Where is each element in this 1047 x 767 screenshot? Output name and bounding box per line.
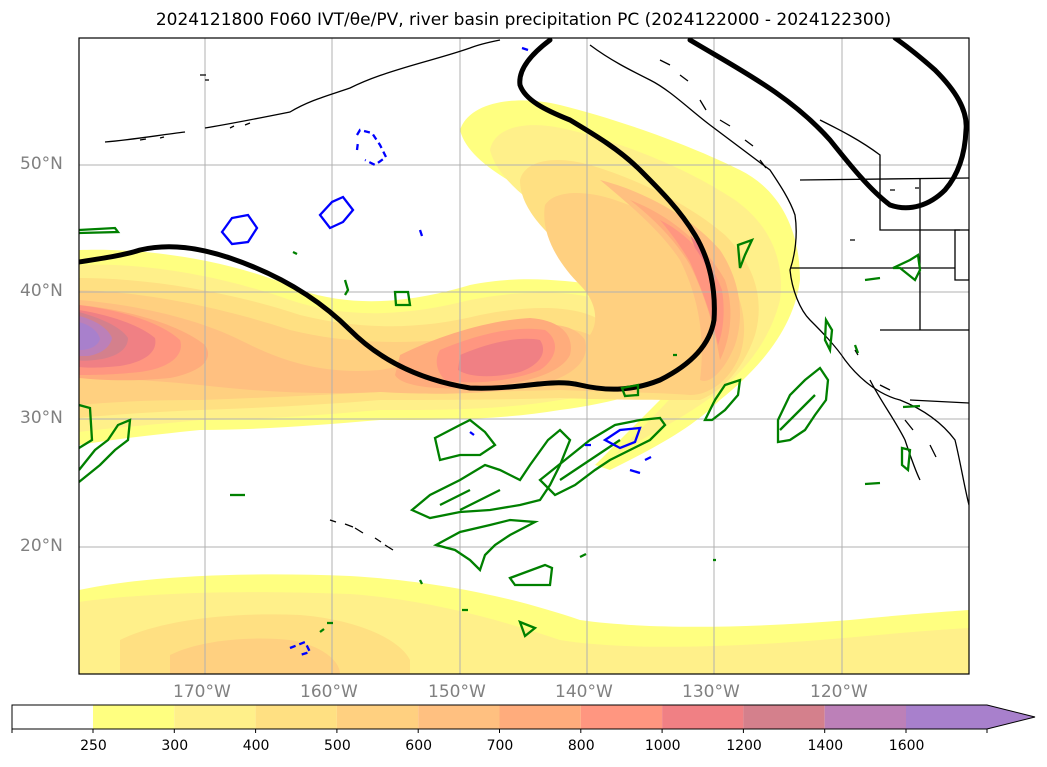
- colorbar-outline: [11, 704, 1036, 730]
- ivt-band-1600: [79, 322, 100, 350]
- colorbar-label-250: 250: [80, 738, 107, 754]
- colorbar-cell-300: [174, 705, 256, 729]
- colorbar-label-1400: 1400: [807, 738, 844, 754]
- colorbar-extend-arrow: [987, 705, 1035, 729]
- colorbar: [11, 704, 1036, 733]
- ivt-band-700: [79, 200, 731, 389]
- colorbar-label-700: 700: [486, 738, 514, 754]
- colorbar-label-600: 600: [405, 738, 433, 754]
- colorbar-cell-1400: [824, 705, 906, 729]
- pv-contours-blue: [220, 46, 652, 657]
- colorbar-label-1000: 1000: [644, 738, 681, 754]
- ivt-south-500: [170, 638, 340, 674]
- colorbar-label-500: 500: [324, 738, 351, 754]
- theta-e-contour-southern: [79, 38, 717, 392]
- theta-e-contour-northern: [687, 38, 969, 211]
- lon-label-120w: 120°W: [810, 682, 868, 702]
- ivt-band-600: [79, 180, 740, 394]
- colorbar-label-1200: 1200: [726, 738, 762, 754]
- lon-label-140w: 140°W: [555, 682, 613, 702]
- colorbar-cell-1000: [662, 705, 744, 729]
- colorbar-label-800: 800: [567, 738, 595, 754]
- lon-label-130w: 130°W: [682, 682, 740, 702]
- colorbar-cell-250: [93, 705, 175, 729]
- colorbar-label-400: 400: [242, 738, 270, 754]
- colorbar-cell-400: [255, 705, 337, 729]
- lat-label-40: 40°N: [20, 281, 63, 301]
- lat-label-50: 50°N: [20, 154, 63, 174]
- lat-label-20: 20°N: [20, 536, 63, 556]
- colorbar-label-300: 300: [161, 738, 189, 754]
- pv-contours-green: [79, 226, 922, 638]
- lon-label-160w: 160°W: [300, 682, 358, 702]
- colorbar-cell-700: [499, 705, 581, 729]
- colorbar-cell-500: [336, 705, 419, 729]
- lon-label-150w: 150°W: [428, 682, 486, 702]
- coastlines: [104, 39, 969, 551]
- colorbar-label-1600: 1600: [888, 738, 925, 754]
- theta-e-contours: [79, 38, 969, 392]
- map-title: 2024121800 F060 IVT/θe/PV, river basin p…: [155, 10, 892, 30]
- map-frame: [78, 37, 970, 675]
- lon-label-170w: 170°W: [173, 682, 231, 702]
- colorbar-cell-600: [418, 705, 500, 729]
- colorbar-cell-under: [12, 705, 93, 729]
- lat-label-30: 30°N: [20, 408, 63, 428]
- colorbar-cell-1600: [906, 705, 987, 729]
- colorbar-cell-800: [580, 705, 663, 729]
- ivt-band-800: [79, 220, 724, 383]
- colorbar-cell-1200: [743, 705, 825, 729]
